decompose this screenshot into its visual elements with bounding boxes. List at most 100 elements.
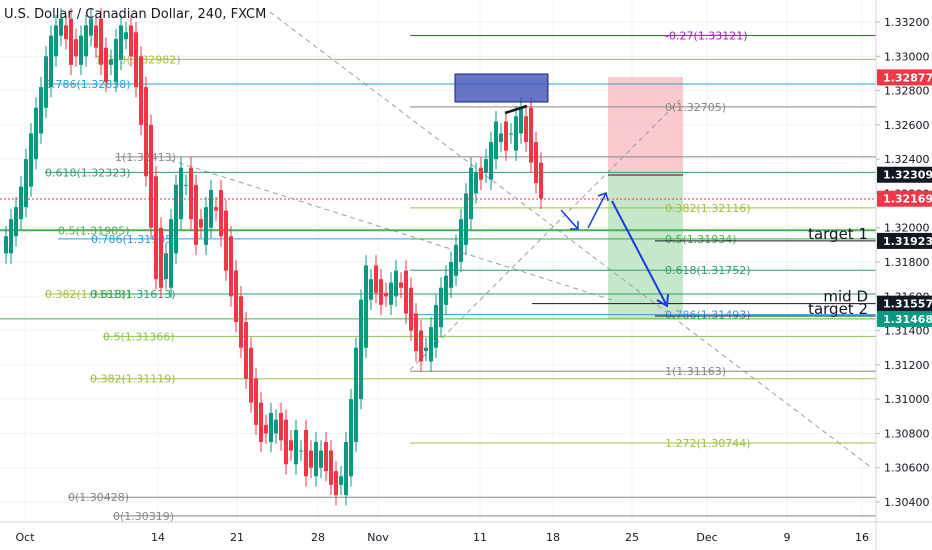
candle-body xyxy=(149,124,153,228)
candle-body xyxy=(239,296,243,348)
price-badge-label: 1.31923 xyxy=(883,235,932,248)
fibonacci-levels: 0.786(1.32838)1.273(1.32982)1(1.32413)0.… xyxy=(0,30,876,523)
candle-body xyxy=(134,32,138,88)
candle-body xyxy=(429,327,433,362)
candle-body xyxy=(44,56,48,108)
price-badges: 1.32877 1.32309 1.32169 1.31923 1.31557 1.314… xyxy=(877,69,932,327)
candle-body xyxy=(4,236,8,254)
fib-label: 0.382(1.31119) xyxy=(90,373,176,386)
candle-body xyxy=(529,107,533,163)
fib-label: 0.5(1.31366) xyxy=(103,330,175,343)
take-profit-zone xyxy=(608,175,683,319)
annotation-label: mid D xyxy=(823,288,868,306)
price-badge xyxy=(877,310,932,327)
y-tick-label: 1.31000 xyxy=(884,393,930,406)
candle-body xyxy=(449,262,453,288)
candle-body xyxy=(179,167,183,220)
price-badge-label: 1.32169 xyxy=(883,193,932,206)
x-tick-label: 28 xyxy=(311,531,325,544)
candle-body xyxy=(499,133,503,142)
candle-body xyxy=(504,121,508,151)
drawings xyxy=(0,73,876,308)
fib-label: 0.786(1.31935) xyxy=(91,233,177,246)
candle-body xyxy=(539,162,543,199)
y-tick-label: 1.30800 xyxy=(884,427,930,440)
candle-body xyxy=(409,287,413,331)
x-tick-label: 14 xyxy=(151,531,165,544)
candle-body xyxy=(369,279,373,300)
candle-body xyxy=(174,184,178,254)
candle-body xyxy=(19,186,23,220)
candle-body xyxy=(264,424,268,434)
candle-body xyxy=(454,244,458,276)
candle-body xyxy=(514,116,518,151)
candle-body xyxy=(89,18,93,36)
x-tick-label: 21 xyxy=(230,531,244,544)
candle-body xyxy=(124,32,128,40)
y-tick-label: 1.30600 xyxy=(884,462,930,475)
price-badge-label: 1.31468 xyxy=(883,313,932,326)
projection-arrow-target xyxy=(611,200,668,307)
candle-body xyxy=(359,299,363,400)
candle-body xyxy=(314,442,318,477)
x-tick-label: 9 xyxy=(784,531,791,544)
candle-body xyxy=(379,279,383,305)
candle-body xyxy=(329,450,333,485)
candle-body xyxy=(469,167,473,220)
candle-body xyxy=(389,282,393,305)
candle-body xyxy=(209,190,213,228)
candle-body xyxy=(404,270,408,314)
candle-body xyxy=(259,402,263,442)
candle-body xyxy=(294,430,298,465)
trend-lines xyxy=(169,11,873,469)
fib-label: 1(1.31163) xyxy=(665,365,726,378)
candle-body xyxy=(204,207,208,245)
candle-body xyxy=(339,476,343,485)
y-tick-label: 1.32400 xyxy=(884,153,930,166)
x-tick-label: Nov xyxy=(367,531,389,544)
candle-body xyxy=(394,270,398,297)
projection-arrow-down-head xyxy=(570,221,579,230)
candle-body xyxy=(384,292,388,297)
fib-label: 0.786(1.31493) xyxy=(665,309,751,322)
price-badge xyxy=(877,166,932,183)
candle-body xyxy=(304,430,308,477)
candle-body xyxy=(444,275,448,305)
candle-body xyxy=(459,219,463,262)
candle-body xyxy=(284,419,288,465)
candle-body xyxy=(49,35,53,88)
x-tick-label: 18 xyxy=(546,531,560,544)
candle-body xyxy=(94,25,98,48)
candle-body xyxy=(54,25,58,57)
candle-body xyxy=(254,378,258,425)
candle-body xyxy=(489,142,493,180)
candle-body xyxy=(289,440,293,451)
candle-body xyxy=(414,313,418,352)
candle-body xyxy=(39,87,43,134)
candle-body xyxy=(244,322,248,379)
fib-label: 0.382(1.31613) xyxy=(45,288,131,301)
candle-body xyxy=(59,18,63,36)
y-tick-label: 1.31400 xyxy=(884,325,930,338)
candle-body xyxy=(184,184,188,186)
candle-body xyxy=(439,287,443,328)
candle-body xyxy=(419,330,423,362)
candle-body xyxy=(319,450,323,468)
candle-body xyxy=(224,210,228,271)
fib-label: 0(1.30428) xyxy=(68,491,129,504)
candle-body xyxy=(474,172,478,194)
candle-body xyxy=(159,227,163,288)
price-badge-label: 1.32309 xyxy=(883,169,932,182)
projection-arrow-up xyxy=(587,192,607,229)
candle-body xyxy=(119,25,123,60)
y-tick-label: 1.32600 xyxy=(884,119,930,132)
candle-body xyxy=(519,107,523,134)
candle-body xyxy=(354,347,358,442)
candle-body xyxy=(349,399,353,477)
candle-body xyxy=(144,87,148,177)
top-marker-line xyxy=(504,104,528,115)
candle-body xyxy=(234,270,238,322)
candle-body xyxy=(464,193,468,245)
price-badge xyxy=(877,69,932,86)
